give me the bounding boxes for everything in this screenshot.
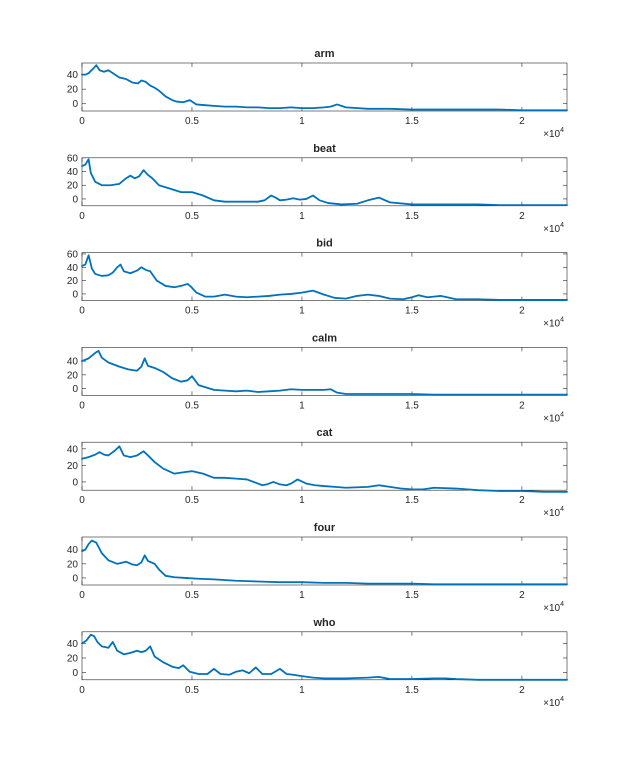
x-tick-label: 0 (79, 211, 85, 222)
series-line-bid (81, 254, 568, 301)
y-tick-label: 40 (67, 444, 79, 455)
x-exponent-label: ×104 (543, 696, 564, 709)
x-tick-label: 2 (519, 685, 525, 696)
x-tick-label: 1 (299, 211, 305, 222)
y-tick-label: 20 (67, 370, 79, 381)
subplot-calm: calm 0 20 40 0 0.5 1 1.5 2 ×104 (67, 332, 568, 424)
axes-box (81, 536, 568, 586)
x-tick-label: 2 (519, 495, 525, 506)
x-tick-label: 2 (519, 306, 525, 317)
x-tick-label: 0 (79, 495, 85, 506)
series-line-calm (81, 349, 568, 396)
y-tick-label: 0 (72, 668, 78, 679)
x-exponent-label: ×104 (543, 411, 564, 424)
y-tick-label: 40 (67, 545, 79, 556)
x-tick-label: 2 (519, 400, 525, 411)
x-exponent-label: ×104 (543, 506, 564, 519)
panel-title: arm (314, 48, 334, 60)
y-tick-label: 60 (67, 249, 79, 260)
y-tick-label: 60 (67, 153, 79, 164)
x-tick-label: 1 (299, 116, 305, 127)
y-tick-label: 0 (72, 194, 78, 205)
subplot-arm: arm 0 20 40 0 0.5 1 1.5 2 ×104 (67, 48, 568, 140)
y-tick-label: 20 (67, 559, 79, 570)
y-tick-label: 40 (67, 70, 79, 81)
x-tick-label: 0.5 (185, 495, 199, 506)
x-tick-label: 2 (519, 590, 525, 601)
x-tick-label: 1.5 (405, 400, 419, 411)
x-tick-label: 1.5 (405, 590, 419, 601)
panel-title: four (314, 522, 336, 534)
y-tick-label: 20 (67, 181, 79, 192)
x-tick-label: 1.5 (405, 116, 419, 127)
x-tick-label: 0.5 (185, 400, 199, 411)
y-tick-label: 0 (72, 289, 78, 300)
x-tick-label: 0 (79, 400, 85, 411)
panel-title: calm (312, 332, 337, 344)
series-line-four (81, 539, 568, 586)
subplot-who: who 0 20 40 0 0.5 1 1.5 2 ×104 (67, 617, 568, 709)
y-tick-label: 0 (72, 477, 78, 488)
subplot-beat: beat 0 20 40 60 0 0.5 1 1.5 2 ×104 (67, 143, 568, 235)
series-line-cat (81, 445, 568, 493)
x-tick-label: 1 (299, 306, 305, 317)
x-tick-label: 0.5 (185, 590, 199, 601)
y-tick-label: 20 (67, 85, 79, 96)
panel-title: who (313, 617, 336, 629)
x-tick-label: 0.5 (185, 306, 199, 317)
x-tick-label: 1 (299, 400, 305, 411)
x-tick-label: 0 (79, 685, 85, 696)
axes-box (81, 62, 568, 112)
y-tick-label: 40 (67, 357, 79, 368)
x-tick-label: 2 (519, 211, 525, 222)
y-tick-label: 0 (72, 384, 78, 395)
x-tick-label: 0.5 (185, 211, 199, 222)
y-tick-label: 20 (67, 653, 79, 664)
subplot-cat: cat 0 20 40 0 0.5 1 1.5 2 ×104 (67, 427, 568, 519)
subplot-four: four 0 20 40 0 0.5 1 1.5 2 ×104 (67, 522, 568, 614)
x-exponent-label: ×104 (543, 601, 564, 614)
series-line-arm (81, 64, 568, 112)
y-tick-label: 20 (67, 461, 79, 472)
x-tick-label: 0.5 (185, 116, 199, 127)
axes-box (81, 157, 568, 207)
x-tick-label: 0 (79, 590, 85, 601)
x-tick-label: 0 (79, 116, 85, 127)
x-exponent-label: ×104 (543, 222, 564, 235)
axes-box (81, 441, 568, 491)
x-tick-label: 1 (299, 590, 305, 601)
y-tick-label: 40 (67, 263, 79, 274)
axes-box (81, 347, 568, 396)
x-tick-label: 1.5 (405, 685, 419, 696)
panel-title: cat (317, 427, 333, 439)
axes-box (81, 252, 568, 301)
x-tick-label: 1.5 (405, 211, 419, 222)
series-line-who (81, 633, 568, 681)
panel-title: bid (316, 238, 333, 250)
subplot-bid: bid 0 20 40 60 0 0.5 1 1.5 2 ×104 (67, 238, 568, 330)
x-tick-label: 1.5 (405, 495, 419, 506)
x-tick-label: 1 (299, 685, 305, 696)
x-tick-label: 0.5 (185, 685, 199, 696)
y-tick-label: 20 (67, 276, 79, 287)
panel-title: beat (313, 143, 336, 155)
y-tick-label: 0 (72, 573, 78, 584)
x-tick-label: 1.5 (405, 306, 419, 317)
x-exponent-label: ×104 (543, 127, 564, 140)
x-tick-label: 2 (519, 116, 525, 127)
series-line-beat (81, 158, 568, 207)
x-tick-label: 1 (299, 495, 305, 506)
x-tick-label: 0 (79, 306, 85, 317)
y-tick-label: 40 (67, 639, 79, 650)
x-exponent-label: ×104 (543, 317, 564, 330)
y-tick-label: 40 (67, 167, 79, 178)
axes-box (81, 631, 568, 681)
y-tick-label: 0 (72, 99, 78, 110)
